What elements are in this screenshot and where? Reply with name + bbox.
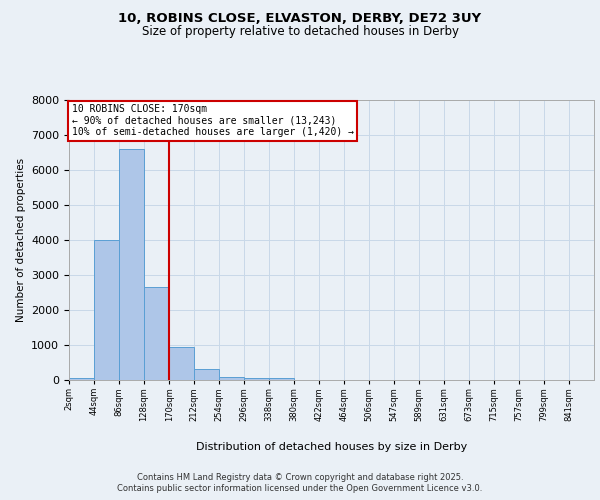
Text: Size of property relative to detached houses in Derby: Size of property relative to detached ho… xyxy=(142,25,458,38)
Bar xyxy=(244,378,269,380)
Text: Contains HM Land Registry data © Crown copyright and database right 2025.: Contains HM Land Registry data © Crown c… xyxy=(137,472,463,482)
Bar xyxy=(69,378,94,380)
Y-axis label: Number of detached properties: Number of detached properties xyxy=(16,158,26,322)
Bar xyxy=(219,376,244,380)
Text: Contains public sector information licensed under the Open Government Licence v3: Contains public sector information licen… xyxy=(118,484,482,493)
Bar xyxy=(94,240,119,380)
Bar xyxy=(194,369,219,380)
Text: Distribution of detached houses by size in Derby: Distribution of detached houses by size … xyxy=(196,442,467,452)
Bar xyxy=(169,347,194,380)
Text: 10 ROBINS CLOSE: 170sqm
← 90% of detached houses are smaller (13,243)
10% of sem: 10 ROBINS CLOSE: 170sqm ← 90% of detache… xyxy=(71,104,353,138)
Bar xyxy=(144,287,169,380)
Text: 10, ROBINS CLOSE, ELVASTON, DERBY, DE72 3UY: 10, ROBINS CLOSE, ELVASTON, DERBY, DE72 … xyxy=(118,12,482,26)
Bar xyxy=(269,378,294,380)
Bar xyxy=(119,149,144,380)
